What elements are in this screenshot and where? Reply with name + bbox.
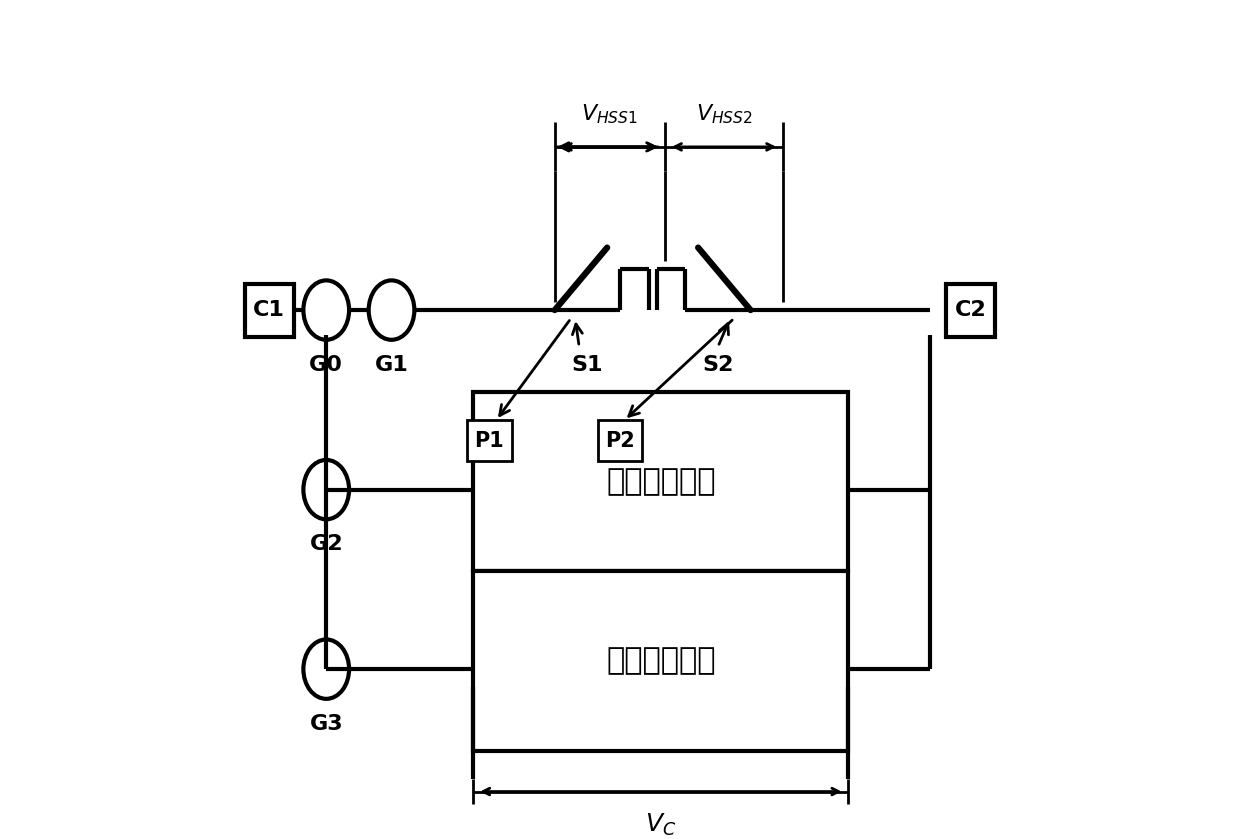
Text: G0: G0 xyxy=(309,355,343,375)
Text: $V_C$: $V_C$ xyxy=(645,812,677,838)
Ellipse shape xyxy=(304,280,350,340)
Bar xyxy=(598,420,642,461)
Text: P2: P2 xyxy=(605,430,635,451)
Bar xyxy=(946,284,996,336)
Bar xyxy=(474,392,848,571)
Text: G3: G3 xyxy=(310,714,343,734)
Text: S1: S1 xyxy=(572,355,603,375)
Bar xyxy=(244,284,294,336)
Ellipse shape xyxy=(368,280,414,340)
Text: $V_{HSS2}$: $V_{HSS2}$ xyxy=(696,103,753,127)
Text: S2: S2 xyxy=(702,355,734,375)
Text: 振荚转移支路: 振荚转移支路 xyxy=(606,647,715,675)
Text: P1: P1 xyxy=(475,430,505,451)
Text: C1: C1 xyxy=(253,300,285,320)
Text: C2: C2 xyxy=(955,300,987,320)
Text: G1: G1 xyxy=(374,355,408,375)
Text: $V_{HSS1}$: $V_{HSS1}$ xyxy=(582,103,639,127)
Ellipse shape xyxy=(304,460,350,519)
Bar xyxy=(467,420,512,461)
Text: G2: G2 xyxy=(310,534,343,555)
Bar xyxy=(474,571,848,751)
Ellipse shape xyxy=(304,639,350,699)
Text: 固态开关支路: 固态开关支路 xyxy=(606,467,715,496)
